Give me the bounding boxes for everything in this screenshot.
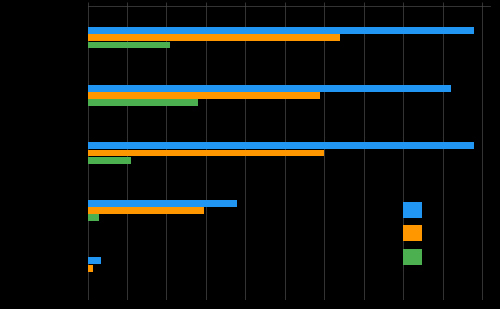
Bar (88, 257, 101, 264)
Bar (88, 42, 170, 49)
Bar (88, 200, 238, 207)
Bar (88, 34, 340, 41)
Bar (88, 27, 474, 34)
Bar (88, 150, 324, 156)
Bar (88, 265, 93, 272)
Bar (88, 214, 99, 221)
Bar (88, 92, 320, 99)
Bar (88, 85, 450, 92)
Bar (88, 157, 131, 163)
Bar (88, 142, 474, 149)
Bar (88, 207, 204, 214)
Bar (88, 99, 198, 106)
